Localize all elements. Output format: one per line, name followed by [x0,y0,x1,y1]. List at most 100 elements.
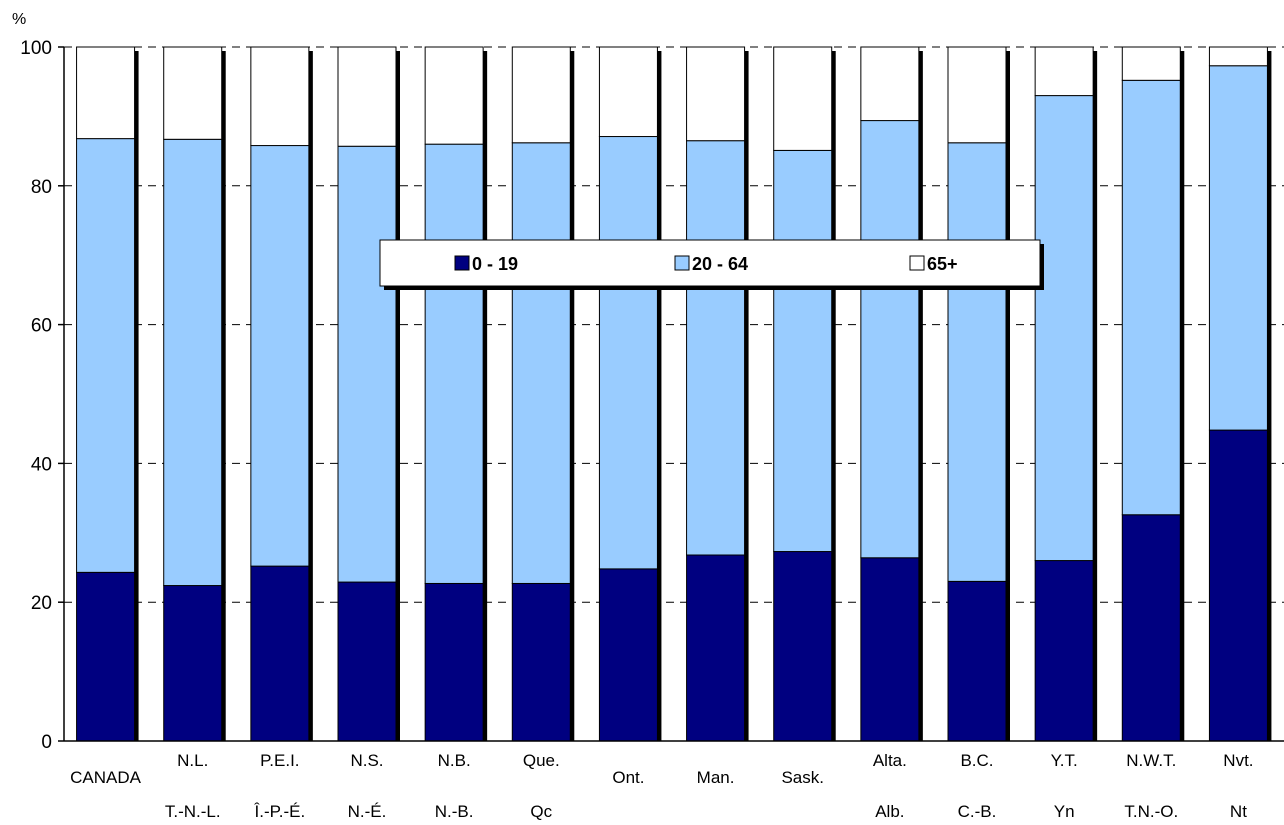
legend: 0 - 19 20 - 64 65+ [379,239,1044,290]
bar-segment [163,585,223,742]
bar-segment [337,581,397,742]
bar-segment [686,46,746,142]
bar-segment [250,565,310,742]
category-label-fr: Î.-P.-É. [254,802,306,821]
category-label-fr: Alb. [875,802,904,821]
y-tick-label: 100 [20,38,52,59]
bar-segment [686,140,746,556]
category-label-fr: Nt [1230,802,1247,821]
bar-segment [511,142,571,584]
bar-segment [1208,46,1268,67]
y-tick-label: 60 [31,316,52,337]
legend-entry: 65+ [927,254,958,274]
category-label: Man. [697,768,735,787]
legend-box [379,239,1041,287]
bar-segment [424,143,484,584]
bar-shadow [221,51,226,741]
bar-shadow [1006,51,1010,741]
bar-segment [76,46,136,140]
category-label: N.W.T. [1126,751,1176,770]
category-labels: CANADA N.L. T.-N.-L. P.E.I. Î.-P.-É. N.S. N.-É… [70,751,1253,821]
bar-segment [1121,514,1181,742]
category-label-fr: N.-É. [348,802,387,821]
bar-segment [860,120,920,559]
legend-shadow [1040,244,1044,290]
bar-segment [424,582,484,742]
bar-segment [76,138,136,573]
bar-segment [424,46,484,145]
category-label: Que. [523,751,560,770]
bar-shadow [1180,51,1185,741]
bar-segment [1121,79,1181,516]
bar-segment [598,46,658,138]
category-label: P.E.I. [260,751,299,770]
bar-segment [947,580,1007,742]
category-label-fr: N.-B. [435,802,474,821]
bar-shadow [1267,51,1272,741]
gridlines [64,46,1284,603]
y-tick-label: 40 [31,454,52,475]
bar-segment [598,568,658,742]
bar-segment [773,149,833,553]
legend-swatch [674,255,690,271]
category-label: Sask. [781,768,824,787]
legend-shadow [384,286,1044,290]
bar-segment [163,138,223,587]
legend-entry: 20 - 64 [692,254,748,274]
bar-segment [947,142,1007,582]
category-label: Alta. [873,751,907,770]
category-label-fr: Yn [1054,802,1075,821]
y-tick-label: 0 [41,732,52,753]
bar-segment [76,571,136,742]
bar-segment [337,46,397,147]
bar-segment [686,554,746,742]
bar-shadow [657,51,662,741]
bar-segment [511,582,571,742]
legend-swatch [454,255,470,271]
bar-segment [250,145,310,567]
category-label: Nvt. [1223,751,1253,770]
bar-segment [1121,46,1181,81]
bar-segment [250,46,310,147]
category-label: Ont. [612,768,644,787]
bar-segment [773,46,833,151]
category-label-fr: T.-N.-L. [165,802,221,821]
bar-shadow [483,51,488,741]
category-label: Y.T. [1051,751,1078,770]
category-label: N.S. [350,751,383,770]
bar-segment [860,46,920,122]
y-tick-labels: 0 20 40 60 80 100 [20,38,52,753]
category-label-fr: C.-B. [958,802,997,821]
bar-segment [860,557,920,742]
bar-segment [511,46,571,144]
bar-segment [1208,65,1268,431]
bar-shadow [396,51,400,741]
bar-segment [947,46,1007,144]
y-tick-label: 20 [31,593,52,614]
bar-shadow [308,51,313,741]
category-label: N.L. [177,751,208,770]
bar-shadow [918,51,923,741]
axes [58,46,1284,742]
category-label-fr: T.N.-O. [1124,802,1178,821]
category-label: B.C. [960,751,993,770]
bar-segment [1034,560,1094,742]
bar-segment [1034,46,1094,97]
bar-shadow [744,51,749,741]
bar-segment [337,145,397,583]
bar-segment [163,46,223,140]
bar-segment [773,551,833,742]
bar-segment [1034,95,1094,562]
y-tick-label: 80 [31,177,52,198]
y-axis-label: % [12,11,26,28]
category-label: CANADA [70,768,142,787]
category-label: N.B. [438,751,471,770]
bar-shadow [134,51,139,741]
bars [76,46,1272,742]
bar-shadow [1093,51,1098,741]
bar-shadow [831,51,836,741]
bar-segment [1208,429,1268,742]
bar-segment [598,136,658,570]
bar-shadow [570,51,575,741]
